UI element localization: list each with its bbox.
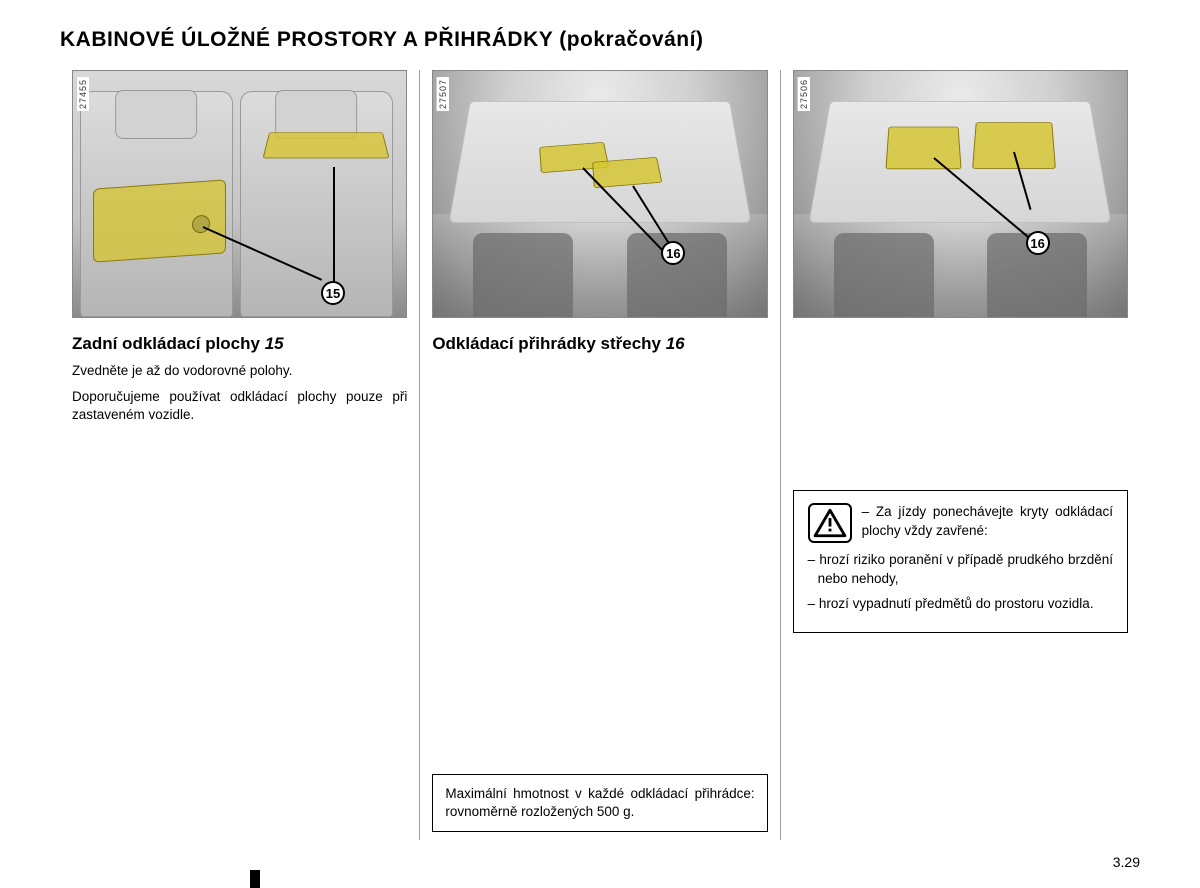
figure-16-roof-open: 27507 16 <box>432 70 767 318</box>
section-heading-15: Zadní odkládací plochy 15 <box>72 334 407 354</box>
max-weight-note: Maximální hmotnost v každé odkládací při… <box>432 774 767 832</box>
warning-list-item: – hrozí vypadnutí předmětů do prostoru v… <box>818 595 1113 614</box>
callout-number-15: 15 <box>321 281 345 305</box>
callout-number-16: 16 <box>1026 231 1050 255</box>
content-columns: 27455 15 Zadní odkládací plochy 15 Zvedn… <box>60 70 1140 840</box>
body-paragraph: Zvedněte je až do vodorovné polohy. <box>72 362 407 380</box>
warning-triangle-icon <box>808 503 852 543</box>
warning-header-row: – Za jízdy ponechávejte kryty odkládací … <box>808 503 1113 543</box>
figure-code-badge: 27455 <box>76 77 89 111</box>
warning-box: – Za jízdy ponechávejte kryty odkládací … <box>793 490 1128 633</box>
body-paragraph: Doporučujeme používat odkládací plochy p… <box>72 388 407 424</box>
heading-text: Odkládací přihrádky střechy <box>432 334 661 353</box>
figure-15-seat-trays: 27455 15 <box>72 70 407 318</box>
note-text: Maximální hmotnost v každé odkládací při… <box>445 786 754 819</box>
column-3: 27506 16 – Za jízdy ponechávejte kryty o… <box>780 70 1140 840</box>
heading-number: 16 <box>666 334 685 353</box>
heading-text: Zadní odkládací plochy <box>72 334 260 353</box>
section-heading-16: Odkládací přihrádky střechy 16 <box>432 334 767 354</box>
tray-highlight-left <box>93 180 226 263</box>
figure-code-badge: 27506 <box>797 77 810 111</box>
seat-silhouette <box>473 233 573 317</box>
figure-16-roof-closed: 27506 16 <box>793 70 1128 318</box>
warning-list-item: – hrozí riziko poranění v případě prudké… <box>818 551 1113 589</box>
warning-lead-text: – Za jízdy ponechávejte kryty odkládací … <box>862 503 1113 543</box>
compartment-highlight <box>972 123 1056 170</box>
column-1: 27455 15 Zadní odkládací plochy 15 Zvedn… <box>60 70 419 840</box>
compartment-highlight <box>885 127 962 170</box>
seat-silhouette <box>834 233 934 317</box>
right-seat-illustration <box>240 91 393 317</box>
heading-number: 15 <box>265 334 284 353</box>
manual-page: KABINOVÉ ÚLOŽNÉ PROSTORY A PŘIHRÁDKY (po… <box>0 0 1200 888</box>
page-number: 3.29 <box>1113 854 1140 870</box>
tray-highlight-right <box>263 132 390 158</box>
column-2: 27507 16 Odkládací přihrádky střechy 16 … <box>419 70 779 840</box>
page-title: KABINOVÉ ÚLOŽNÉ PROSTORY A PŘIHRÁDKY (po… <box>60 28 1140 52</box>
headrest-icon <box>115 90 197 139</box>
figure-code-badge: 27507 <box>436 77 449 111</box>
callout-line <box>333 167 335 285</box>
page-title-continuation: (pokračování) <box>559 28 703 51</box>
page-title-main: KABINOVÉ ÚLOŽNÉ PROSTORY A PŘIHRÁDKY <box>60 28 553 51</box>
footer-crop-mark <box>250 870 260 888</box>
